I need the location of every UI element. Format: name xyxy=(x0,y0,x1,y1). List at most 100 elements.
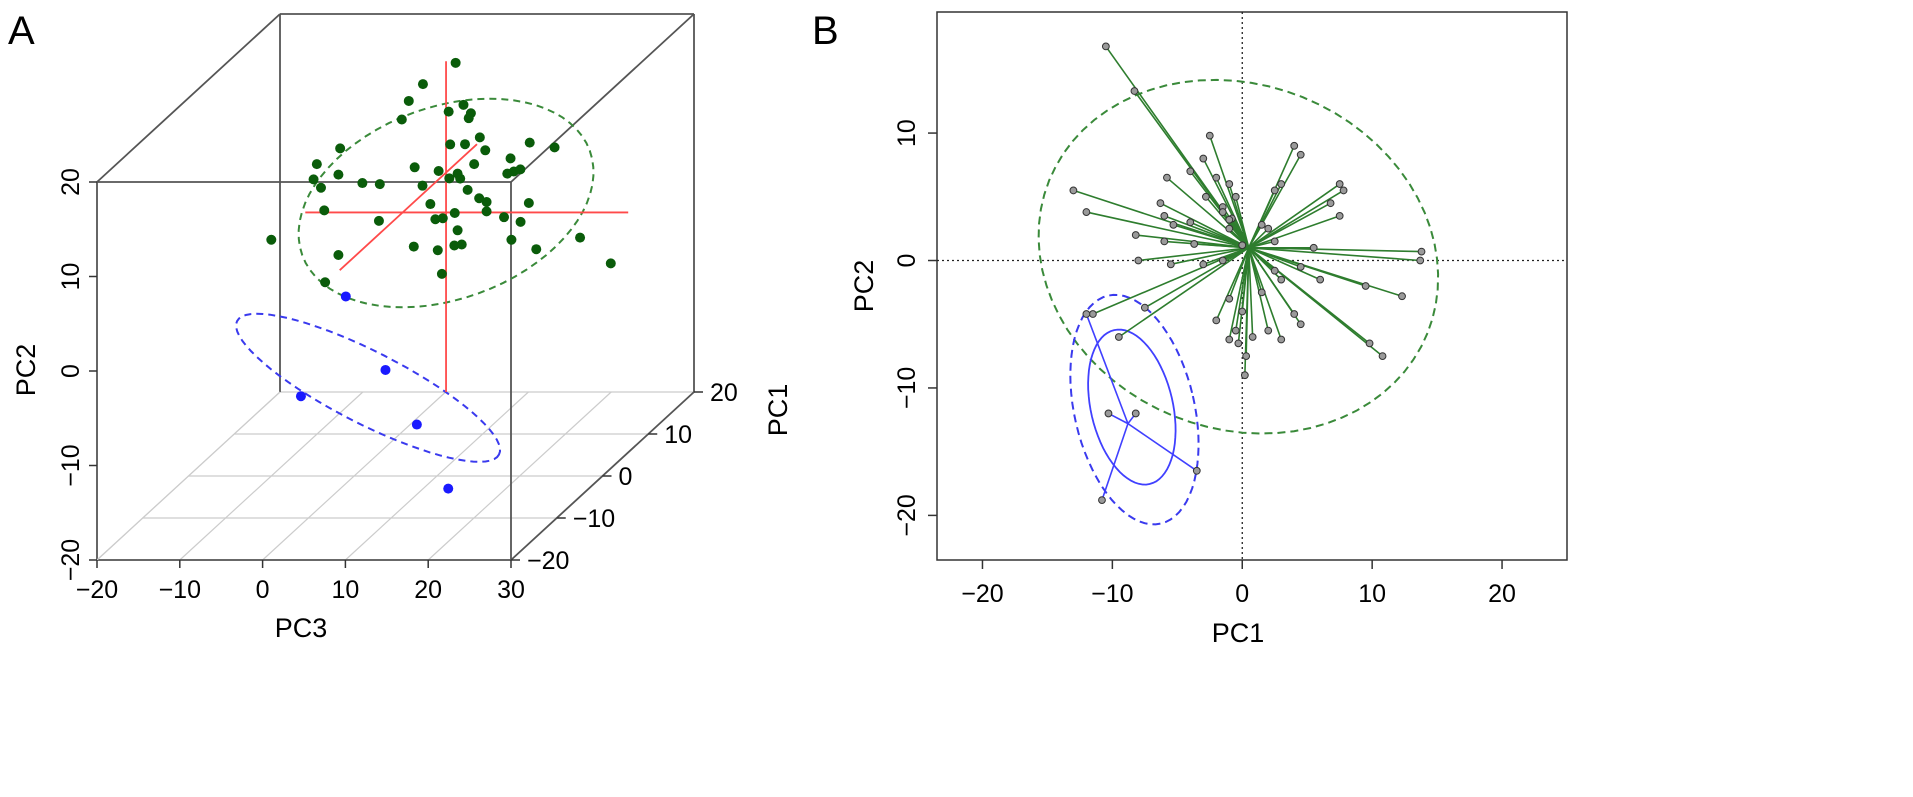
group-1-point xyxy=(1277,180,1286,188)
group-1-spoke xyxy=(1248,246,1422,253)
y-axis-label: PC2 xyxy=(849,260,879,313)
group-1-spoke xyxy=(1248,224,1263,249)
group-1-point xyxy=(396,114,407,125)
group-1-spoke xyxy=(1248,247,1321,281)
group-1-point xyxy=(409,162,420,173)
x-tick-label: 20 xyxy=(1488,580,1516,608)
group-1-point xyxy=(1231,192,1240,201)
group-1-point xyxy=(1264,326,1273,335)
z-axis-label: PC1 xyxy=(763,384,793,437)
group-2-spoke xyxy=(1085,313,1129,424)
group-1-point xyxy=(1234,339,1243,348)
x-axis-label: PC1 xyxy=(1212,618,1265,648)
group-1-spoke xyxy=(1228,247,1250,340)
group-1-point xyxy=(1365,339,1374,348)
group-1-point xyxy=(1378,352,1387,360)
centroid-spokes xyxy=(1073,45,1422,501)
axis-ticks: −20 −10 0 10 20 −20 −10 0 10 xyxy=(893,119,1516,608)
group-1-point xyxy=(1257,288,1266,297)
group-1-point xyxy=(335,143,346,154)
group-1-spoke xyxy=(1173,224,1249,249)
group-1-point xyxy=(1114,333,1123,341)
group-1-point xyxy=(1140,303,1149,312)
group-1-point xyxy=(1218,208,1227,216)
group-1-spoke xyxy=(1248,202,1331,249)
group-1-point xyxy=(1296,150,1305,159)
group-1-point xyxy=(1199,154,1208,163)
group-1-point xyxy=(1416,256,1425,265)
group-1-spoke xyxy=(1234,196,1250,248)
group-1-point xyxy=(1199,260,1208,269)
group-1-point xyxy=(458,99,469,110)
group-2-inner-ellipse xyxy=(1087,328,1177,486)
group-1-point xyxy=(1169,220,1178,229)
group-1-point xyxy=(1131,231,1140,239)
group-1-point xyxy=(1212,316,1221,325)
group-1-spoke xyxy=(1170,246,1249,266)
group-ellipses xyxy=(235,97,595,463)
group-1-point xyxy=(408,241,419,252)
group-1-point xyxy=(437,213,448,224)
group-1-point xyxy=(575,232,586,243)
group-1-spoke xyxy=(1248,189,1344,249)
group-2-point xyxy=(340,291,351,302)
group-1-point xyxy=(469,159,480,170)
group-1-point xyxy=(1218,256,1227,265)
x-tick-label: 0 xyxy=(1235,580,1249,608)
y-tick-label: 20 xyxy=(57,168,85,196)
group-1-point xyxy=(515,216,526,227)
group-1-point xyxy=(433,165,444,176)
group-1-point xyxy=(373,215,384,226)
group-1-point xyxy=(1290,141,1299,150)
group-1-spoke xyxy=(1248,215,1340,249)
group-1-spoke xyxy=(1228,247,1250,300)
zero-reference-lines xyxy=(937,12,1567,560)
group-ellipses xyxy=(1037,78,1440,526)
floor-edge xyxy=(96,391,281,561)
data-points xyxy=(1069,42,1426,505)
group-1-point xyxy=(1257,220,1266,229)
group-1-point xyxy=(1264,224,1273,233)
group-1-point xyxy=(1225,224,1234,233)
group-1-point xyxy=(1316,275,1325,284)
x-axis-label: PC3 xyxy=(275,613,328,643)
z-tick-label: 10 xyxy=(664,421,692,449)
box-edge xyxy=(510,13,695,183)
group-1-point xyxy=(308,174,319,185)
group-1-point xyxy=(1290,310,1299,318)
group-1-point xyxy=(1335,180,1344,188)
group-1-point xyxy=(1201,192,1210,201)
group-1-point xyxy=(1417,247,1426,256)
group-1-point xyxy=(1296,262,1305,271)
x-tick-label: 20 xyxy=(414,576,442,604)
group-1-point xyxy=(1335,212,1344,220)
group-1-point xyxy=(460,139,471,150)
group-1-point xyxy=(1277,275,1286,284)
group-1-point xyxy=(1240,371,1249,380)
group-1-point xyxy=(1160,212,1169,220)
group-1-spoke xyxy=(1248,246,1421,262)
group-1-point xyxy=(523,198,534,208)
group-1-point xyxy=(474,193,485,204)
group-1-point xyxy=(1186,218,1195,227)
x-tick-label: 0 xyxy=(256,576,270,604)
group-2-point xyxy=(1131,409,1140,418)
group-1-point xyxy=(417,180,428,191)
x-tick-label: 10 xyxy=(1358,580,1386,608)
group-1-point xyxy=(474,132,485,143)
y-tick-label: −10 xyxy=(893,367,921,409)
group-1-point xyxy=(311,159,322,170)
group-1-point xyxy=(1101,42,1110,51)
y-tick-label: −10 xyxy=(57,444,85,486)
group-1-point xyxy=(1082,208,1091,216)
group-1-point xyxy=(1398,292,1406,301)
group-1-point xyxy=(481,206,492,217)
x-tick-label: −20 xyxy=(961,580,1003,608)
group-1-ellipse xyxy=(297,97,595,309)
group-1-point xyxy=(1212,173,1221,182)
group-1-point xyxy=(1238,241,1247,250)
group-2-point xyxy=(1192,466,1201,475)
group-1-point xyxy=(430,214,441,225)
group-1-point xyxy=(455,173,466,184)
group-1-spoke xyxy=(1215,177,1250,249)
